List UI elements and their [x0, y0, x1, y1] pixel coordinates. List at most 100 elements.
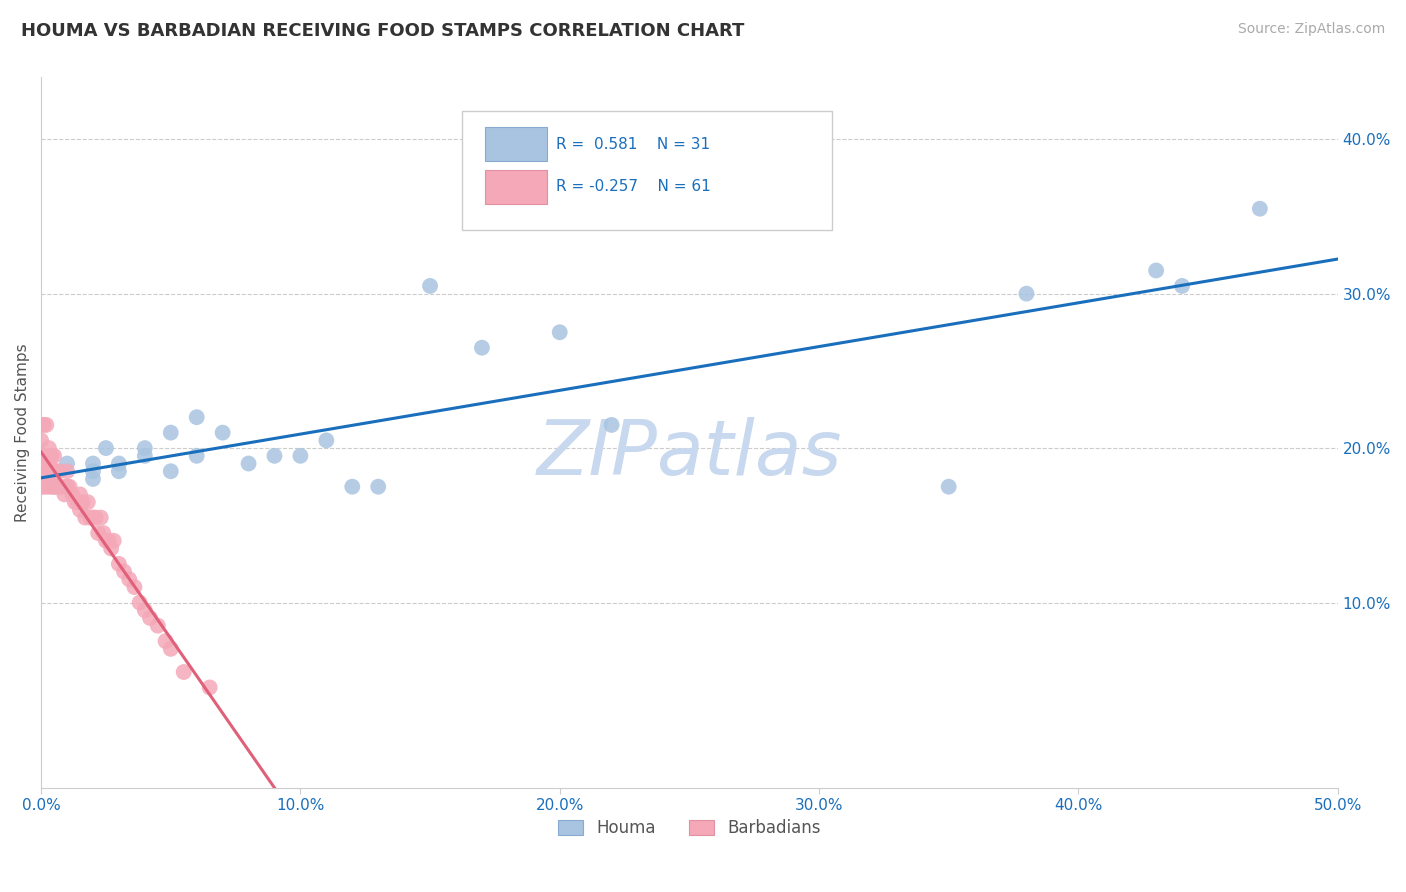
- Point: [290, 449, 312, 463]
- Point: [56, 464, 79, 478]
- Point: [367, 480, 389, 494]
- Point: [173, 665, 195, 679]
- Point: [548, 325, 571, 339]
- Point: [159, 425, 181, 440]
- Point: [94, 441, 117, 455]
- Point: [1144, 263, 1167, 277]
- Point: [139, 611, 162, 625]
- Point: [108, 457, 131, 471]
- Point: [35, 464, 58, 478]
- Point: [198, 681, 221, 695]
- Point: [1171, 279, 1194, 293]
- Point: [41, 480, 63, 494]
- Point: [600, 417, 623, 432]
- Text: HOUMA VS BARBADIAN RECEIVING FOOD STAMPS CORRELATION CHART: HOUMA VS BARBADIAN RECEIVING FOOD STAMPS…: [21, 22, 744, 40]
- Point: [82, 457, 104, 471]
- Point: [186, 410, 208, 425]
- Point: [186, 449, 208, 463]
- Point: [41, 449, 63, 463]
- Point: [134, 603, 156, 617]
- Point: [41, 464, 63, 478]
- Point: [30, 449, 52, 463]
- Point: [128, 595, 150, 609]
- Point: [48, 480, 70, 494]
- Point: [124, 580, 146, 594]
- Y-axis label: Receiving Food Stamps: Receiving Food Stamps: [15, 343, 30, 522]
- Point: [118, 572, 141, 586]
- Text: R =  0.581    N = 31: R = 0.581 N = 31: [555, 136, 710, 152]
- Point: [75, 510, 97, 524]
- Point: [60, 487, 83, 501]
- Point: [263, 449, 285, 463]
- Point: [45, 480, 67, 494]
- Text: R = -0.257    N = 61: R = -0.257 N = 61: [555, 179, 710, 194]
- Text: ZIPatlas: ZIPatlas: [537, 417, 842, 491]
- Point: [45, 464, 67, 478]
- Point: [134, 441, 156, 455]
- Point: [159, 641, 181, 656]
- Point: [38, 480, 60, 494]
- Point: [90, 510, 112, 524]
- Point: [42, 464, 65, 478]
- Point: [35, 417, 58, 432]
- Point: [42, 480, 65, 494]
- Point: [32, 464, 55, 478]
- Point: [146, 618, 169, 632]
- Point: [342, 480, 364, 494]
- Point: [56, 480, 79, 494]
- Point: [30, 434, 52, 448]
- Point: [155, 634, 177, 648]
- Point: [38, 441, 60, 455]
- Point: [38, 464, 60, 478]
- FancyBboxPatch shape: [485, 169, 547, 204]
- Legend: Houma, Barbadians: Houma, Barbadians: [551, 812, 828, 844]
- Point: [94, 533, 117, 548]
- Point: [32, 417, 55, 432]
- Point: [56, 480, 79, 494]
- Point: [30, 464, 52, 478]
- Point: [108, 557, 131, 571]
- Point: [112, 565, 135, 579]
- Point: [87, 526, 110, 541]
- Point: [32, 449, 55, 463]
- Point: [108, 464, 131, 478]
- Point: [69, 487, 91, 501]
- Point: [84, 510, 107, 524]
- Point: [56, 457, 79, 471]
- Point: [211, 425, 233, 440]
- Point: [159, 464, 181, 478]
- Point: [938, 480, 960, 494]
- Point: [82, 510, 104, 524]
- Point: [51, 480, 73, 494]
- Point: [93, 526, 115, 541]
- Point: [38, 457, 60, 471]
- Point: [63, 495, 86, 509]
- Point: [100, 541, 122, 556]
- Point: [1015, 286, 1038, 301]
- Point: [419, 279, 441, 293]
- Point: [1249, 202, 1271, 216]
- FancyBboxPatch shape: [485, 128, 547, 161]
- Point: [59, 480, 82, 494]
- Point: [72, 495, 94, 509]
- Point: [471, 341, 494, 355]
- Point: [42, 449, 65, 463]
- Point: [82, 464, 104, 478]
- Point: [66, 495, 89, 509]
- Point: [76, 495, 98, 509]
- Point: [238, 457, 260, 471]
- Point: [30, 417, 52, 432]
- Point: [103, 533, 125, 548]
- Point: [97, 533, 120, 548]
- FancyBboxPatch shape: [463, 111, 832, 230]
- Point: [32, 480, 55, 494]
- Point: [35, 480, 58, 494]
- Point: [30, 480, 52, 494]
- Point: [53, 487, 76, 501]
- Point: [69, 503, 91, 517]
- Point: [315, 434, 337, 448]
- Point: [48, 464, 70, 478]
- Point: [42, 480, 65, 494]
- Point: [134, 449, 156, 463]
- Point: [79, 510, 101, 524]
